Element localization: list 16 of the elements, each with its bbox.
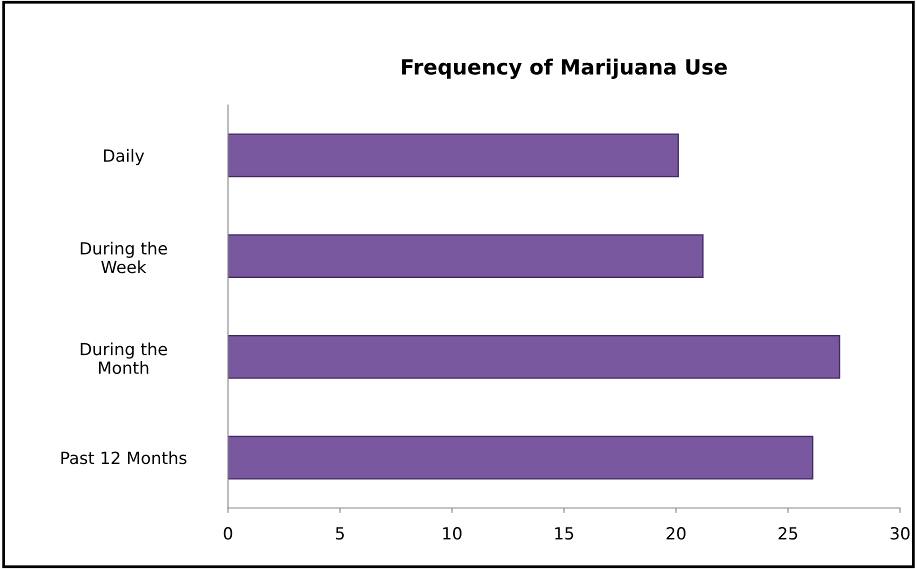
bar — [228, 436, 814, 480]
y-tick-label: Past 12 Months — [61, 451, 186, 464]
x-tick-label: 0 — [224, 527, 232, 540]
chart-title: Frequency of Marijuana Use — [402, 58, 727, 79]
x-tick-label: 15 — [555, 527, 574, 540]
bar — [228, 234, 704, 278]
x-tick-label: 25 — [778, 527, 798, 540]
y-tick-label: During the Week — [80, 242, 167, 274]
x-tick-label: 5 — [336, 527, 344, 540]
x-tick-label: 20 — [666, 527, 686, 540]
y-tick-label: During the Month — [80, 342, 167, 374]
y-tick-label: Daily — [104, 149, 144, 166]
bar — [228, 134, 679, 178]
bar — [228, 335, 840, 379]
x-tick-label: 30 — [890, 527, 910, 540]
x-tick-label: 10 — [443, 527, 462, 540]
